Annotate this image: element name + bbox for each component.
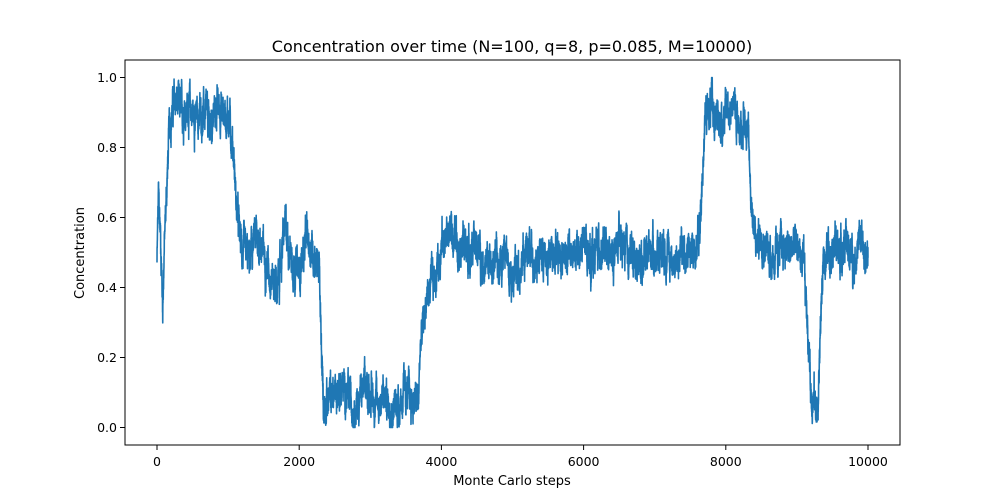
series-line (156, 76, 869, 429)
x-axis-label: Monte Carlo steps (453, 474, 571, 489)
y-tick-label: 0.8 (97, 140, 117, 155)
y-axis-label: Concentration (73, 207, 88, 299)
x-tick-label: 0 (153, 454, 161, 469)
y-tick-label: 0.6 (97, 210, 117, 225)
chart-title: Concentration over time (N=100, q=8, p=0… (272, 37, 752, 56)
y-tick-label: 0.0 (97, 420, 117, 435)
y-axis: 0.0 0.2 0.4 0.6 0.8 1.0 (97, 70, 125, 435)
y-tick-label: 0.4 (97, 280, 117, 295)
series-layer (156, 76, 869, 429)
x-tick-label: 4000 (425, 454, 457, 469)
plot-area (124, 59, 901, 446)
plot-frame (124, 59, 901, 446)
x-tick-label: 10000 (848, 454, 888, 469)
x-tick-label: 6000 (568, 454, 600, 469)
y-tick-label: 1.0 (97, 70, 117, 85)
x-tick-label: 8000 (710, 454, 742, 469)
x-axis: 0 2000 4000 6000 8000 10000 (153, 445, 888, 469)
x-tick-label: 2000 (283, 454, 315, 469)
y-tick-label: 0.2 (97, 350, 117, 365)
